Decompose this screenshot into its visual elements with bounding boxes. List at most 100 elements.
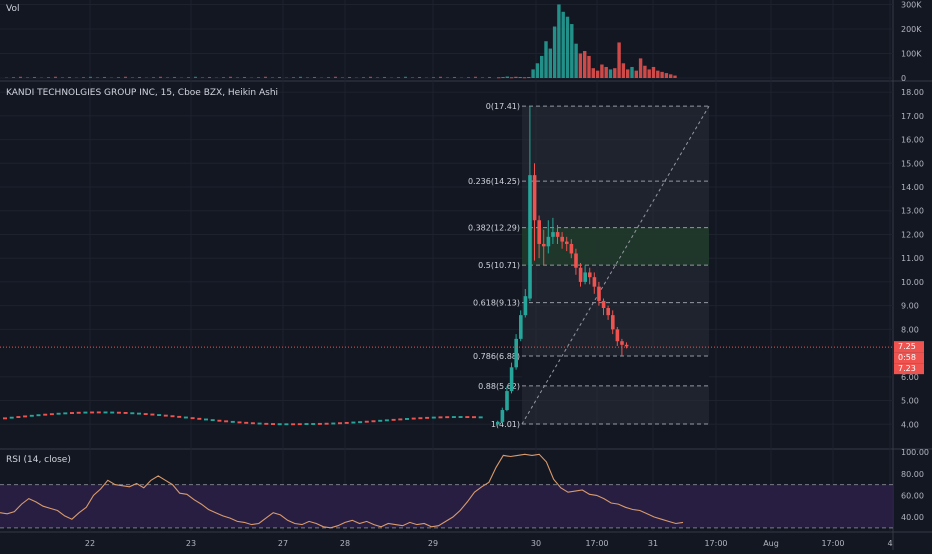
price-candle [224, 420, 228, 422]
price-candle [291, 423, 295, 425]
fib-level-label: 0.786(6.88) [473, 352, 520, 361]
price-candle [318, 423, 322, 425]
price-tick-label: 9.00 [901, 302, 919, 311]
price-candle [124, 412, 128, 414]
volume-bar [617, 42, 620, 78]
price-tick-label: 12.00 [901, 230, 924, 239]
price-candle [472, 416, 476, 418]
price-candle [528, 175, 532, 298]
price-candle [542, 244, 546, 246]
price-candle [137, 413, 141, 415]
price-candle [425, 417, 429, 419]
volume-bar [523, 77, 526, 78]
fib-level-label: 0.618(9.13) [473, 299, 520, 308]
price-candle [251, 422, 255, 424]
price-candle [77, 412, 81, 414]
volume-bar [229, 77, 232, 78]
x-axis-label: 30 [531, 539, 541, 548]
price-candle [560, 237, 564, 242]
price-candle [514, 339, 518, 367]
price-candle [418, 417, 422, 419]
price-tick-label: 15.00 [901, 159, 924, 168]
volume-pane-title: Vol [6, 4, 19, 14]
x-axis-label: 17:00 [821, 539, 844, 548]
volume-bar [570, 24, 573, 78]
price-candle [365, 421, 369, 423]
price-candle [465, 416, 469, 418]
volume-bar [411, 77, 414, 78]
volume-bar [341, 77, 344, 78]
price-candle [325, 423, 329, 425]
volume-bar [605, 67, 608, 78]
rsi-tick-label: 60.00 [901, 491, 924, 500]
volume-bar [89, 77, 92, 78]
price-candle [37, 414, 41, 416]
volume-bar [626, 69, 629, 78]
price-candle [510, 367, 514, 391]
price-tick-label: 11.00 [901, 254, 924, 263]
volume-bar [271, 77, 274, 78]
volume-bar [117, 77, 120, 78]
volume-bar [362, 77, 365, 78]
price-candle [104, 411, 108, 413]
volume-bar [648, 69, 651, 78]
volume-bar [131, 77, 134, 78]
price-candle [392, 419, 396, 421]
volume-bar [187, 77, 190, 78]
price-candle [144, 413, 148, 415]
volume-bar [278, 77, 281, 78]
price-candle [117, 412, 121, 414]
price-tick-label: 5.00 [901, 397, 919, 406]
volume-bar [669, 74, 672, 78]
price-candle [271, 423, 275, 425]
price-candle [191, 417, 195, 419]
volume-bar [579, 53, 582, 78]
x-axis-label: 4 [887, 539, 892, 548]
volume-bar [369, 77, 372, 78]
volume-bar [306, 77, 309, 78]
volume-bar [562, 12, 565, 78]
price-candle [358, 421, 362, 423]
volume-bar [194, 77, 197, 78]
price-candle [204, 419, 208, 421]
price-candle [30, 415, 34, 417]
volume-bar [557, 4, 560, 78]
volume-bar [609, 69, 612, 78]
volume-bar [138, 77, 141, 78]
volume-bar [313, 77, 316, 78]
volume-bar [600, 65, 603, 78]
volume-bar [257, 77, 260, 78]
price-candle [164, 415, 168, 417]
volume-bar [404, 77, 407, 78]
price-candle [331, 423, 335, 425]
volume-bar [348, 77, 351, 78]
price-candle [583, 272, 587, 281]
volume-bar [292, 77, 295, 78]
price-tick-label: 18.00 [901, 88, 924, 97]
rsi-tick-label: 100.00 [901, 448, 929, 457]
volume-bar [544, 41, 547, 78]
volume-bar [527, 77, 530, 78]
price-candle [70, 412, 74, 414]
price-candle [378, 420, 382, 422]
volume-bar [446, 77, 449, 78]
price-candle [445, 416, 449, 418]
volume-bar [531, 69, 534, 78]
rsi-tick-label: 80.00 [901, 470, 924, 479]
price-candle [479, 416, 483, 418]
price-candle [405, 418, 409, 420]
volume-bar [432, 77, 435, 78]
price-tick-label: 8.00 [901, 325, 919, 334]
x-axis-label: 31 [648, 539, 658, 548]
volume-bar [54, 77, 57, 78]
volume-bar [643, 66, 646, 78]
price-candle [565, 242, 569, 244]
volume-bar [566, 17, 569, 78]
price-candle [398, 418, 402, 420]
fib-level-label: 0.88(5.62) [478, 382, 520, 391]
x-axis-label: 29 [428, 539, 438, 548]
volume-bar [592, 68, 595, 78]
volume-bar [497, 77, 500, 78]
price-candle [345, 422, 349, 424]
